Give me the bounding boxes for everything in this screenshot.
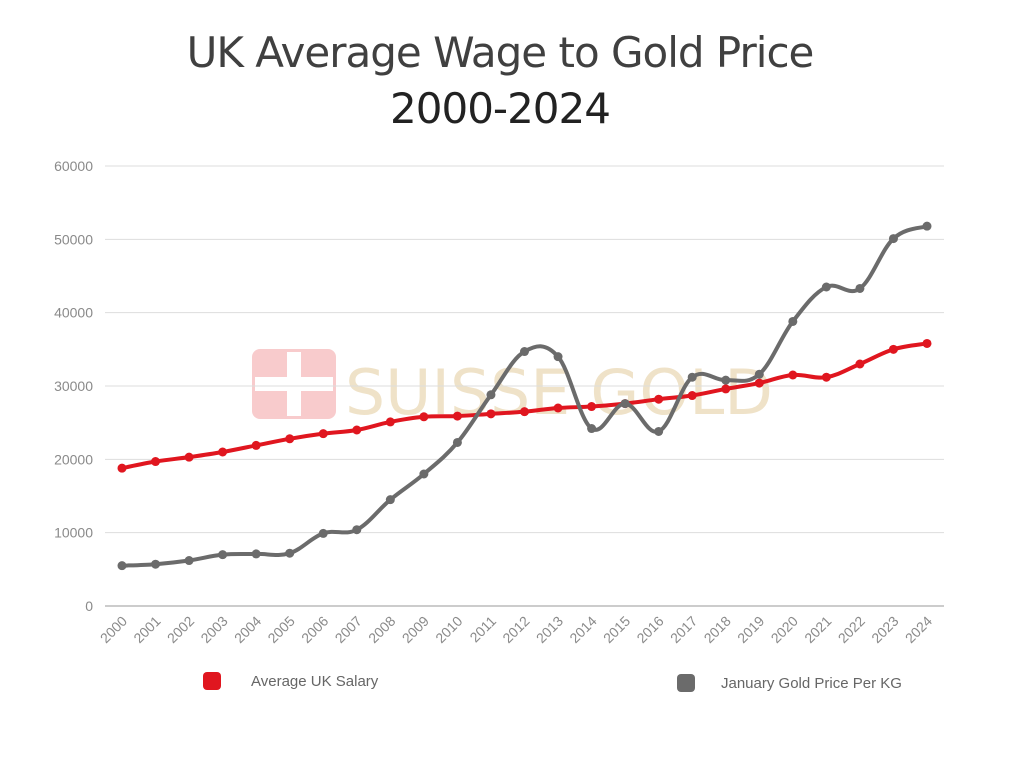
x-tick-label: 2024 xyxy=(902,613,935,646)
data-point-gold xyxy=(855,283,865,293)
x-tick-label: 2013 xyxy=(533,613,566,646)
x-tick-label: 2004 xyxy=(231,613,264,646)
x-tick-label: 2008 xyxy=(365,613,398,646)
data-point-gold xyxy=(687,372,697,382)
x-tick-label: 2018 xyxy=(701,613,734,646)
x-tick-label: 2000 xyxy=(97,613,130,646)
watermark-cross-box xyxy=(252,349,336,419)
chart-title-line2: 2000-2024 xyxy=(390,84,611,133)
data-point-salary xyxy=(218,447,228,457)
data-point-gold xyxy=(587,424,597,434)
data-point-salary xyxy=(318,429,328,439)
data-point-gold xyxy=(251,549,261,559)
x-tick-label: 2002 xyxy=(164,613,197,646)
data-point-gold xyxy=(285,548,295,558)
data-point-salary xyxy=(654,394,664,404)
data-point-gold xyxy=(151,559,161,569)
data-point-gold xyxy=(821,282,831,292)
data-point-gold xyxy=(553,352,563,362)
data-point-salary xyxy=(452,411,462,421)
data-point-salary xyxy=(486,409,496,419)
y-tick-label: 50000 xyxy=(54,231,93,247)
x-tick-label: 2006 xyxy=(298,613,331,646)
data-point-gold xyxy=(385,495,395,505)
data-point-salary xyxy=(788,370,798,380)
x-tick-label: 2016 xyxy=(633,613,666,646)
x-tick-label: 2020 xyxy=(768,613,801,646)
data-point-salary xyxy=(587,402,597,412)
legend-label-gold: January Gold Price Per KG xyxy=(721,674,902,692)
data-point-salary xyxy=(687,391,697,401)
x-tick-label: 2014 xyxy=(566,613,599,646)
chart-title-line1: UK Average Wage to Gold Price xyxy=(186,28,815,77)
y-tick-label: 40000 xyxy=(54,305,93,321)
x-tick-label: 2015 xyxy=(600,613,633,646)
watermark-cross-horizontal xyxy=(255,377,333,391)
data-point-salary xyxy=(721,384,731,394)
legend-swatch-salary xyxy=(203,672,221,690)
data-point-gold xyxy=(318,528,328,538)
data-point-gold xyxy=(721,375,731,385)
x-tick-label: 2017 xyxy=(667,613,700,646)
data-point-gold xyxy=(486,390,496,400)
data-point-gold xyxy=(352,525,362,535)
x-tick-label: 2021 xyxy=(801,613,834,646)
data-point-salary xyxy=(285,434,295,444)
data-point-gold xyxy=(117,561,127,571)
legend-item-gold: January Gold Price Per KG xyxy=(677,674,902,692)
x-tick-label: 2010 xyxy=(432,613,465,646)
data-point-salary xyxy=(251,440,261,450)
x-tick-label: 2009 xyxy=(399,613,432,646)
x-tick-label: 2001 xyxy=(130,613,163,646)
data-point-salary xyxy=(821,372,831,382)
data-point-gold xyxy=(754,369,764,379)
legend-item-salary: Average UK Salary xyxy=(203,672,378,690)
data-point-gold xyxy=(620,399,630,409)
data-point-gold xyxy=(520,347,529,357)
x-tick-label: 2003 xyxy=(197,613,230,646)
x-tick-label: 2019 xyxy=(734,613,767,646)
data-point-gold xyxy=(888,234,898,244)
data-point-gold xyxy=(218,550,228,560)
data-point-salary xyxy=(553,403,563,413)
y-tick-label: 60000 xyxy=(54,158,93,174)
data-point-salary xyxy=(352,425,362,435)
y-tick-label: 30000 xyxy=(54,378,93,394)
y-tick-label: 20000 xyxy=(54,451,93,467)
x-tick-label: 2007 xyxy=(332,613,365,646)
data-point-salary xyxy=(922,338,932,348)
data-point-salary xyxy=(520,407,529,417)
data-point-salary xyxy=(888,344,898,354)
data-point-gold xyxy=(922,221,932,231)
x-tick-label: 2005 xyxy=(264,613,297,646)
watermark-cross-vertical xyxy=(287,352,301,416)
x-tick-label: 2012 xyxy=(499,613,532,646)
x-tick-label: 2022 xyxy=(835,613,868,646)
data-point-salary xyxy=(151,457,161,467)
data-point-gold xyxy=(184,556,194,566)
data-point-salary xyxy=(419,412,429,422)
data-point-salary xyxy=(117,463,127,473)
y-tick-label: 10000 xyxy=(54,525,93,541)
data-point-gold xyxy=(654,426,664,436)
data-point-gold xyxy=(788,316,798,326)
legend-swatch-gold xyxy=(677,674,695,692)
data-point-salary xyxy=(855,359,865,369)
data-point-gold xyxy=(419,469,429,479)
y-tick-label: 0 xyxy=(85,598,93,614)
legend-label-salary: Average UK Salary xyxy=(251,672,379,690)
data-point-gold xyxy=(452,437,462,447)
data-point-salary xyxy=(754,378,764,388)
data-point-salary xyxy=(385,417,395,427)
x-tick-label: 2011 xyxy=(466,613,499,646)
x-tick-label: 2023 xyxy=(868,613,901,646)
data-point-salary xyxy=(184,452,194,462)
